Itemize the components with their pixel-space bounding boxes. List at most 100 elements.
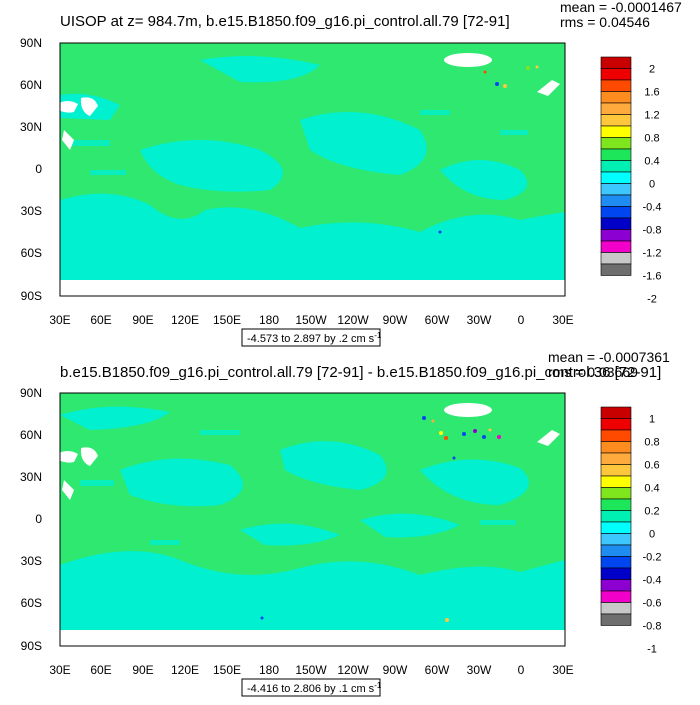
x-tick-label: 180 [259,313,279,327]
panel-top-rms: rms = 0.04546 [560,14,650,30]
colorbar-label: -0.2 [643,552,662,564]
colorbar-label: 0 [649,529,655,541]
y-tick-label: 30S [21,554,42,568]
y-tick-label: 90N [20,386,42,400]
colorbar-swatch [600,556,632,569]
x-tick-label: 150W [295,313,327,327]
panel-top-mean: mean = -0.0001467 [560,0,682,15]
colorbar-swatch [600,441,632,454]
colorbar-swatch [600,418,632,431]
ocean-patches [60,406,565,632]
colorbar-label: -0.8 [643,225,662,237]
x-tick-label: 60W [425,313,450,327]
x-tick-label: 30E [552,313,573,327]
colorbar-swatch [600,263,632,276]
range-box-top: -4.573 to 2.897 by .2 cm s-1 [241,328,382,347]
y-tick-label: 60S [21,596,42,610]
colorbar-swatch [600,160,632,173]
y-tick-label: 30N [20,470,42,484]
y-tick-label: 30S [21,204,42,218]
colorbar-swatch [600,452,632,465]
y-tick-label: 60S [21,246,42,260]
missing-patch-ne [537,80,560,96]
x-tick-label: 180 [259,663,279,677]
x-tick-label: 150E [213,313,241,327]
colorbar-swatch [600,171,632,184]
x-tick-label: 120W [337,663,369,677]
colorbar-swatch [600,206,632,219]
colorbar-swatch [600,183,632,196]
panel-top: UISOP at z= 984.7m, b.e15.B1850.f09_g16.… [20,0,682,347]
range-unit-exp: -1 [374,331,382,340]
colorbar-label: 0.8 [644,437,659,449]
panel-bottom-rms: rms = 0.03669 [548,364,638,380]
colorbar-swatch [600,544,632,557]
panel-top-title: UISOP at z= 984.7m, b.e15.B1850.f09_g16.… [60,13,510,30]
panel-bottom-mean: mean = -0.0007361 [548,349,670,365]
missing-south [60,280,565,296]
range-unit-exp: -1 [374,681,382,690]
colorbar-swatch [600,475,632,488]
panel-bottom: b.e15.B1850.f09_g16.pi_control.all.79 [7… [20,349,670,697]
colorbar-swatch [600,521,632,534]
colorbar-label: 0.4 [644,156,659,168]
anomaly-dots-bottom [260,416,501,622]
map-frame-bottom [59,392,566,647]
y-tick-label: 90N [20,36,42,50]
missing-patch-w2 [80,97,98,116]
colorbar-swatch [600,602,632,615]
colorbar-label: -0.6 [643,598,662,610]
svg-text:-4.416 to 2.806 by .1 cm s-1: -4.416 to 2.806 by .1 cm s-1 [247,681,382,695]
map-frame-top [59,42,566,297]
y-axis-top: 90N 60N 30N 0 30S 60S 90S [20,36,42,303]
x-tick-label: 30E [552,663,573,677]
colorbar-bottom: 1 0.8 0.6 0.4 0.2 0 -0.2 -0.4 -0.6 -0.8 -1 [600,406,662,656]
missing-patch-w3 [62,480,74,500]
colorbar-swatch [600,252,632,265]
colorbar-label: 0.6 [644,460,659,472]
colorbar-swatch [600,56,632,69]
colorbar-label: 0 [649,179,655,191]
x-tick-label: 120W [337,313,369,327]
colorbar-swatch [600,194,632,207]
x-tick-label: 90E [132,663,153,677]
sparse-patches-bottom [80,430,516,606]
x-axis-bottom: 30E 60E 90E 120E 150E 180 150W 120W 90W … [49,663,573,677]
y-axis-bottom: 90N 60N 30N 0 30S 60S 90S [20,386,42,653]
x-tick-label: 90E [132,313,153,327]
x-tick-label: 60E [90,663,111,677]
x-tick-label: 120E [171,313,199,327]
colorbar-swatch [600,217,632,230]
colorbar-swatch [600,429,632,442]
colorbar-label: -2 [647,294,657,306]
y-tick-label: 60N [20,78,42,92]
x-tick-label: 30W [467,663,492,677]
colorbar-label: -0.8 [643,621,662,633]
x-tick-label: 0 [518,313,525,327]
colorbar-label: -1.2 [643,248,662,260]
map-field-top [60,43,565,296]
y-tick-label: 0 [35,162,42,176]
missing-patch-w3 [62,130,74,150]
missing-patch-ne [537,430,560,446]
colorbar-swatch [600,91,632,104]
missing-patch-w2 [80,447,98,466]
x-tick-label: 0 [518,663,525,677]
colorbar-label: 1.6 [644,87,659,99]
colorbar-label: 0.8 [644,133,659,145]
colorbar-label: 1 [649,414,655,426]
panel-bottom-title: b.e15.B1850.f09_g16.pi_control.all.79 [7… [60,364,661,381]
x-tick-label: 60E [90,313,111,327]
y-tick-label: 90S [21,639,42,653]
colorbar-label: 1.2 [644,110,659,122]
colorbar-swatch [600,567,632,580]
y-tick-label: 90S [21,289,42,303]
colorbar-swatch [600,68,632,81]
colorbar-swatch [600,487,632,500]
anomaly-dots-top [438,65,539,234]
x-tick-label: 120E [171,663,199,677]
colorbar-swatch [600,240,632,253]
colorbar-swatch [600,137,632,150]
colorbar-label: 0.4 [644,483,659,495]
colorbar-swatch [600,406,632,419]
